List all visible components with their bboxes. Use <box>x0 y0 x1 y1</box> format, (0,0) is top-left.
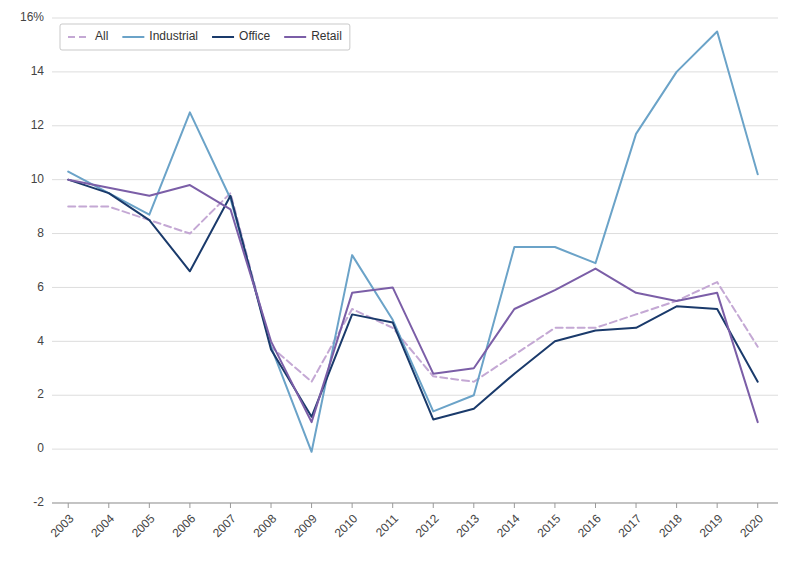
line <box>68 193 758 382</box>
x-tick-label: 2016 <box>575 511 604 540</box>
x-tick <box>595 503 596 508</box>
x-tick <box>514 503 515 508</box>
x-tick <box>392 503 393 508</box>
x-tick <box>554 503 555 508</box>
x-tick-label: 2006 <box>169 511 198 540</box>
x-tick <box>473 503 474 508</box>
x-tick-label: 2017 <box>616 511 645 540</box>
legend-label: Industrial <box>149 29 198 43</box>
x-tick <box>108 503 109 508</box>
line <box>68 31 758 451</box>
x-tick <box>433 503 434 508</box>
y-tick-label: -2 <box>33 495 44 509</box>
x-tick-label: 2008 <box>251 511 280 540</box>
legend-swatch <box>68 36 90 38</box>
grid-line <box>52 341 778 342</box>
x-tick <box>271 503 272 508</box>
grid-line <box>52 18 778 19</box>
y-tick-label: 0 <box>37 441 44 455</box>
x-axis: 2003 2004 2005 2006 2007 2008 2009 2010 2011 2012… <box>48 503 778 540</box>
grid-line <box>52 449 778 450</box>
y-tick-label: 4 <box>37 334 44 348</box>
y-tick-label: 6 <box>37 280 44 294</box>
chart: -2 0 2 4 6 8 10 12 14 16% 2003 2004 2005 2006 2007 2008… <box>0 0 800 575</box>
x-tick-label: 2012 <box>413 511 442 540</box>
y-axis: -2 0 2 4 6 8 10 12 14 16% <box>20 10 778 509</box>
line <box>68 180 758 420</box>
x-tick-label: 2014 <box>494 511 523 540</box>
grid-line <box>52 179 778 180</box>
grid-line <box>52 503 778 504</box>
y-tick-label: 8 <box>37 226 44 240</box>
x-tick-label: 2010 <box>332 511 361 540</box>
x-tick <box>230 503 231 508</box>
legend-label: Retail <box>311 29 342 43</box>
x-tick <box>717 503 718 508</box>
x-tick <box>636 503 637 508</box>
legend: All Industrial Office Retail <box>60 24 350 50</box>
line <box>68 180 758 423</box>
x-tick-label: 2019 <box>697 511 726 540</box>
x-tick-label: 2004 <box>88 511 117 540</box>
x-tick <box>676 503 677 508</box>
y-tick-label: 16% <box>20 10 44 24</box>
y-tick-label: 10 <box>31 172 45 186</box>
x-tick-label: 2009 <box>291 511 320 540</box>
x-tick-label: 2003 <box>48 511 77 540</box>
x-tick-label: 2013 <box>453 511 482 540</box>
x-tick-label: 2020 <box>737 511 766 540</box>
legend-label: All <box>95 29 108 43</box>
legend-swatch <box>284 36 306 38</box>
grid-line <box>52 125 778 126</box>
legend-swatch <box>212 36 234 38</box>
x-tick-label: 2018 <box>656 511 685 540</box>
legend-box <box>60 24 350 50</box>
grid-line <box>52 287 778 288</box>
x-tick <box>352 503 353 508</box>
grid-line <box>52 395 778 396</box>
x-tick-label: 2007 <box>210 511 239 540</box>
x-tick-label: 2011 <box>373 511 401 539</box>
x-tick <box>189 503 190 508</box>
legend-swatch <box>122 36 144 38</box>
x-tick-label: 2005 <box>129 511 158 540</box>
y-tick-label: 12 <box>31 118 45 132</box>
plot-area <box>68 31 758 451</box>
x-tick <box>68 503 69 508</box>
legend-label: Office <box>239 29 270 43</box>
x-axis-line <box>52 503 778 504</box>
grid-line <box>52 71 778 72</box>
x-tick <box>757 503 758 508</box>
x-tick-label: 2015 <box>534 511 563 540</box>
x-tick <box>149 503 150 508</box>
y-tick-label: 2 <box>37 387 44 401</box>
y-tick-label: 14 <box>31 64 45 78</box>
x-tick <box>311 503 312 508</box>
